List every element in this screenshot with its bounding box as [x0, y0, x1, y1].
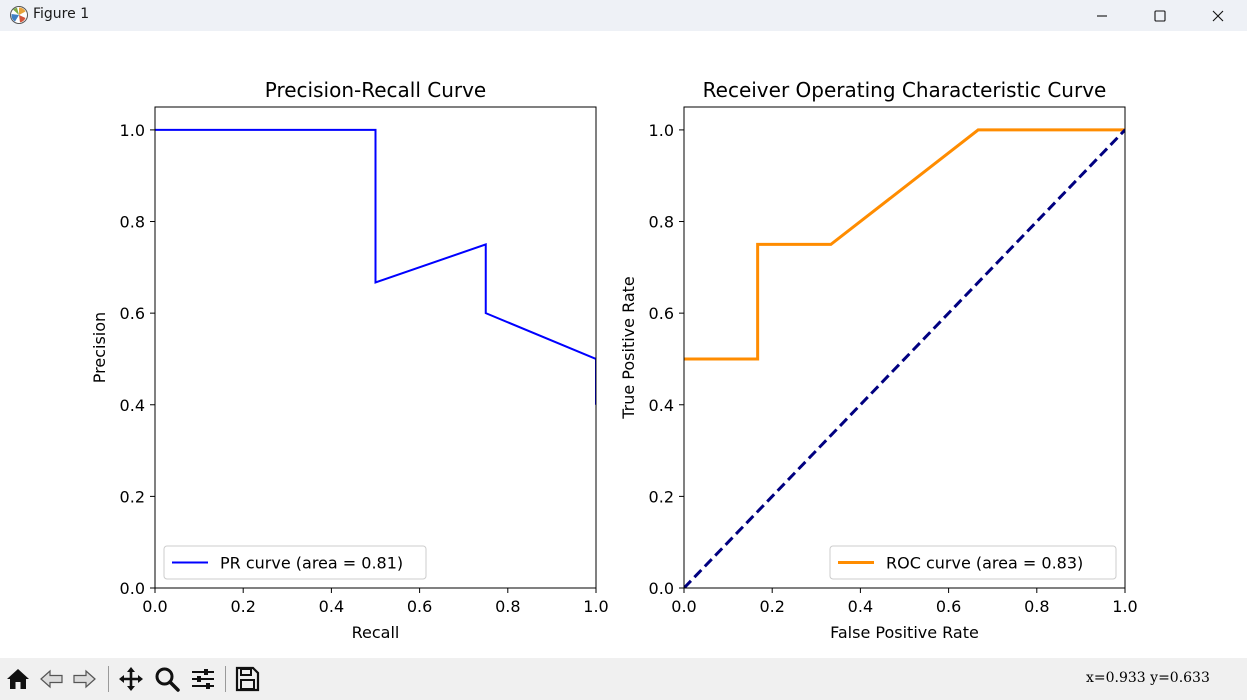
chart2-y-tick-label: 0.0 — [649, 579, 674, 598]
zoom-icon — [155, 667, 180, 692]
chart1-axes-frame — [154, 106, 597, 589]
figure-canvas[interactable]: 0.0 0.2 0.4 0.6 0.8 1.0 0.0 0.2 0.4 0.6 0.8 1.0 Prec… — [0, 31, 1247, 658]
chart2-axes-frame — [683, 106, 1126, 589]
chart2-x-tick-label: 0.2 — [759, 597, 784, 616]
minimize-button[interactable] — [1073, 0, 1131, 31]
chart1-x-tick-label: 0.8 — [495, 597, 520, 616]
cursor-coordinates: x=0.933 y=0.633 — [1086, 670, 1210, 686]
chart2-series-line-2 — [684, 128, 1125, 588]
save-button[interactable] — [231, 663, 263, 695]
chart1-x-tick-label: 0.6 — [407, 597, 432, 616]
maximize-button[interactable] — [1131, 0, 1189, 31]
chart2-x-tick-label: 1.0 — [1112, 597, 1137, 616]
chart1-y-axis-label: Precision — [90, 312, 109, 383]
close-button[interactable] — [1189, 0, 1247, 31]
chart1-legend-label: PR curve (area = 0.81) — [220, 554, 403, 573]
chart1-x-tick-label: 1.0 — [583, 597, 608, 616]
chart1-legend-box — [163, 545, 427, 580]
navigation-toolbar: x=0.933 y=0.633 — [0, 658, 1247, 700]
chart2-x-tick-label: 0.0 — [671, 597, 696, 616]
configure-subplots-icon — [192, 669, 214, 689]
chart2-series-line-1 — [684, 128, 1125, 361]
chart1-series-line-1 — [155, 128, 596, 405]
close-icon — [1212, 10, 1224, 21]
chart1-x-tick-label: 0.2 — [230, 597, 255, 616]
zoom-button[interactable] — [151, 663, 183, 695]
home-button[interactable] — [2, 663, 34, 695]
chart1-x-axis-label: Recall — [352, 623, 400, 642]
chart1-y-tick-label: 0.2 — [120, 487, 145, 506]
chart1-y-tick-label: 0.6 — [120, 304, 145, 323]
chart2-legend-box — [829, 545, 1117, 580]
chart2-title: Receiver Operating Characteristic Curve — [703, 78, 1107, 102]
chart1-title: Precision-Recall Curve — [265, 78, 486, 102]
back-icon — [40, 669, 63, 689]
forward-button[interactable] — [68, 663, 100, 695]
chart2-x-axis-label: False Positive Rate — [830, 623, 979, 642]
back-button[interactable] — [36, 663, 68, 695]
chart2-y-tick-label: 0.8 — [649, 213, 674, 232]
save-icon — [235, 666, 260, 692]
chart2-legend-label: ROC curve (area = 0.83) — [886, 554, 1083, 573]
chart1-y-tick-label: 0.8 — [120, 213, 145, 232]
toolbar-separator — [108, 666, 109, 692]
chart1-y-tick-label: 0.4 — [120, 396, 145, 415]
chart1-x-tick-label: 0.4 — [319, 597, 344, 616]
chart1-y-tick-label: 1.0 — [120, 121, 145, 140]
chart2-y-tick-label: 0.6 — [649, 304, 674, 323]
forward-icon — [73, 669, 96, 689]
maximize-icon — [1154, 9, 1166, 22]
chart2-x-tick-label: 0.4 — [848, 597, 873, 616]
pan-button[interactable] — [115, 663, 147, 695]
chart1-x-tick-label: 0.0 — [142, 597, 167, 616]
chart1-y-tick-label: 0.0 — [120, 579, 145, 598]
toolbar-separator — [225, 666, 226, 692]
matplotlib-app-icon — [9, 5, 29, 25]
title-bar: Figure 1 — [0, 0, 1247, 31]
chart2-x-tick-label: 0.8 — [1024, 597, 1049, 616]
chart2-y-tick-label: 0.2 — [649, 487, 674, 506]
home-icon — [7, 669, 29, 689]
figure-svg: 0.0 0.2 0.4 0.6 0.8 1.0 0.0 0.2 0.4 0.6 0.8 1.0 Prec… — [90, 78, 1138, 642]
chart2-y-tick-label: 1.0 — [649, 121, 674, 140]
chart2-x-tick-label: 0.6 — [936, 597, 961, 616]
chart2-y-axis-label: True Positive Rate — [619, 276, 638, 420]
configure-subplots-button[interactable] — [187, 663, 219, 695]
window-title: Figure 1 — [33, 6, 90, 22]
minimize-icon — [1097, 14, 1107, 17]
pan-icon — [119, 667, 143, 691]
chart2-y-tick-label: 0.4 — [649, 396, 674, 415]
